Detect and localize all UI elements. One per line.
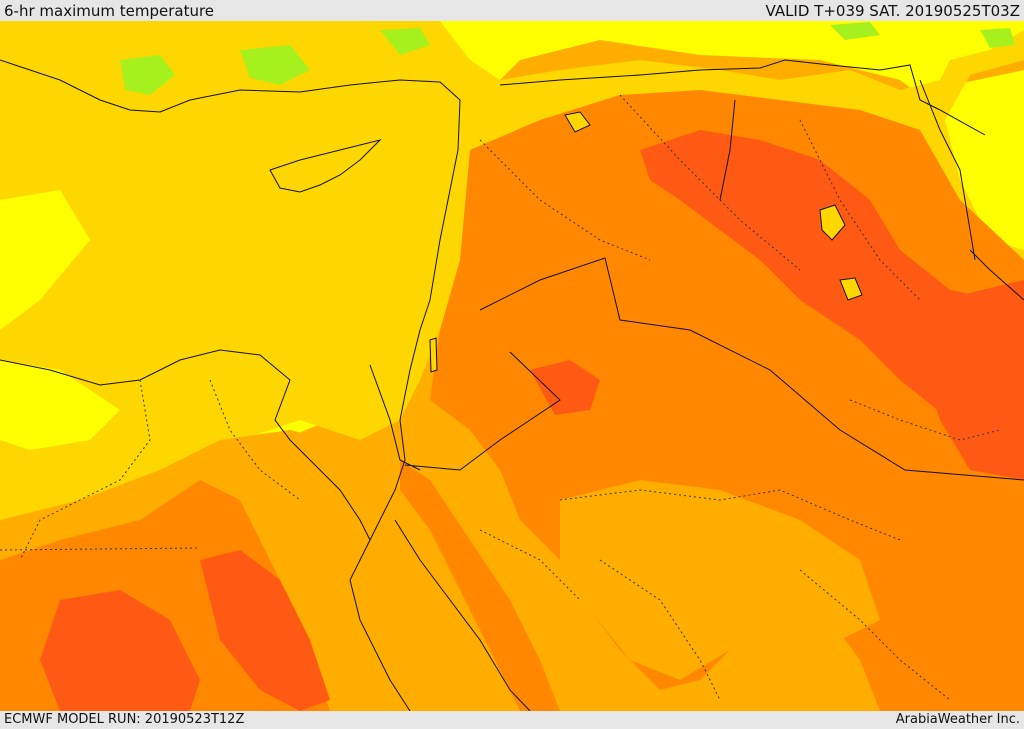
med-light-band: [0, 360, 120, 450]
orange-zone-redsea-coast: [400, 460, 560, 711]
model-run: ECMWF MODEL RUN: 20190523T12Z: [4, 712, 245, 727]
border-egypt-sinai: [369, 364, 421, 471]
border-iraq-south: [479, 99, 1024, 481]
lake-tharthar: [819, 204, 846, 241]
coastline-persian-gulf: [969, 249, 1024, 301]
footer-bar: ECMWF MODEL RUN: 20190523T12Z ArabiaWeat…: [0, 711, 1024, 729]
hot-zone-iraq: [640, 130, 1024, 470]
hot-zone-sudan: [200, 550, 330, 711]
valid-time: VALID T+039 SAT. 20190525T03Z: [765, 2, 1020, 20]
green-patch-2: [240, 45, 310, 85]
lake-razazza: [839, 277, 863, 301]
light-yellow-east: [930, 70, 1024, 270]
amber-zone-arabia-south: [560, 480, 880, 680]
province-boundaries: [0, 94, 1001, 701]
border-iran: [919, 79, 976, 261]
yellow-zone: [0, 21, 1024, 520]
coastline-red-sea: [349, 519, 531, 711]
border-jordan-saudi: [404, 351, 561, 471]
green-patch-3: [380, 28, 430, 55]
header-bar: 6-hr maximum temperature VALID T+039 SAT…: [0, 0, 1024, 21]
cyprus-outline: [269, 139, 382, 193]
lake-assad: [564, 111, 591, 133]
green-patch-1: [120, 55, 175, 95]
temperature-map: [0, 21, 1024, 711]
green-patch-4: [830, 22, 880, 40]
med-light-patch: [0, 190, 90, 330]
coastline-mediterranean: [0, 59, 461, 542]
map-canvas: [0, 21, 1024, 711]
border-syria-iraq: [499, 59, 986, 136]
map-title: 6-hr maximum temperature: [4, 2, 215, 20]
hot-zone-jordan: [530, 360, 600, 415]
green-patch-5: [980, 28, 1015, 48]
hot-zone-egypt: [40, 590, 200, 711]
dead-sea: [429, 337, 438, 373]
credit: ArabiaWeather Inc.: [895, 712, 1020, 727]
